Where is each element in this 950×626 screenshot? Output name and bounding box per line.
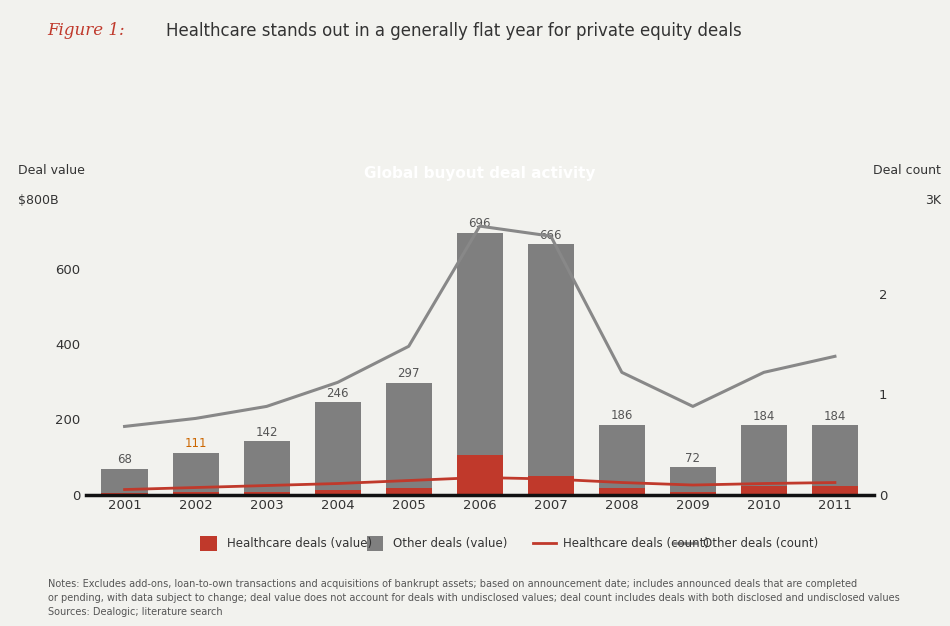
Text: Sources: Dealogic; literature search: Sources: Dealogic; literature search bbox=[48, 607, 222, 617]
Text: 666: 666 bbox=[540, 228, 562, 242]
Bar bbox=[314, 402, 361, 490]
Bar bbox=[598, 424, 645, 488]
Bar bbox=[457, 455, 503, 495]
Bar bbox=[527, 476, 574, 495]
Bar bbox=[102, 493, 147, 495]
Text: 186: 186 bbox=[611, 409, 633, 422]
Bar bbox=[598, 488, 645, 495]
Bar bbox=[386, 383, 432, 488]
Bar bbox=[741, 486, 787, 495]
Text: 142: 142 bbox=[256, 426, 278, 439]
Bar bbox=[741, 426, 787, 486]
Text: 297: 297 bbox=[397, 367, 420, 381]
Bar bbox=[243, 491, 290, 495]
Text: or pending, with data subject to change; deal value does not account for deals w: or pending, with data subject to change;… bbox=[48, 593, 900, 603]
Bar bbox=[173, 492, 219, 495]
Text: 3K: 3K bbox=[925, 194, 941, 207]
Text: Other deals (count): Other deals (count) bbox=[702, 536, 818, 550]
Bar bbox=[812, 426, 858, 486]
Text: 68: 68 bbox=[117, 453, 132, 466]
Text: Notes: Excludes add-ons, loan-to-own transactions and acquisitions of bankrupt a: Notes: Excludes add-ons, loan-to-own tra… bbox=[48, 579, 857, 589]
Bar bbox=[386, 488, 432, 495]
Text: Other deals (value): Other deals (value) bbox=[393, 536, 507, 550]
Bar bbox=[670, 492, 716, 495]
Text: 111: 111 bbox=[184, 437, 207, 450]
Bar bbox=[670, 468, 716, 492]
Text: 696: 696 bbox=[468, 217, 491, 230]
Text: 184: 184 bbox=[824, 410, 846, 423]
Bar bbox=[812, 486, 858, 495]
Bar bbox=[243, 441, 290, 491]
Bar bbox=[200, 536, 217, 551]
Text: Healthcare deals (count): Healthcare deals (count) bbox=[562, 536, 709, 550]
Bar bbox=[173, 453, 219, 492]
Text: 72: 72 bbox=[685, 452, 700, 465]
Bar bbox=[527, 244, 574, 476]
Text: Figure 1:: Figure 1: bbox=[48, 22, 125, 39]
Text: Healthcare deals (value): Healthcare deals (value) bbox=[227, 536, 372, 550]
Text: $800B: $800B bbox=[18, 194, 59, 207]
Text: Global buyout deal activity: Global buyout deal activity bbox=[364, 167, 596, 181]
Text: 184: 184 bbox=[752, 410, 775, 423]
Text: Deal count: Deal count bbox=[873, 164, 941, 177]
Text: Deal value: Deal value bbox=[18, 164, 85, 177]
Bar bbox=[367, 536, 383, 551]
Bar bbox=[457, 233, 503, 455]
Bar bbox=[102, 469, 147, 493]
Text: 246: 246 bbox=[327, 386, 349, 399]
Bar bbox=[314, 490, 361, 495]
Text: Healthcare stands out in a generally flat year for private equity deals: Healthcare stands out in a generally fla… bbox=[166, 22, 742, 40]
